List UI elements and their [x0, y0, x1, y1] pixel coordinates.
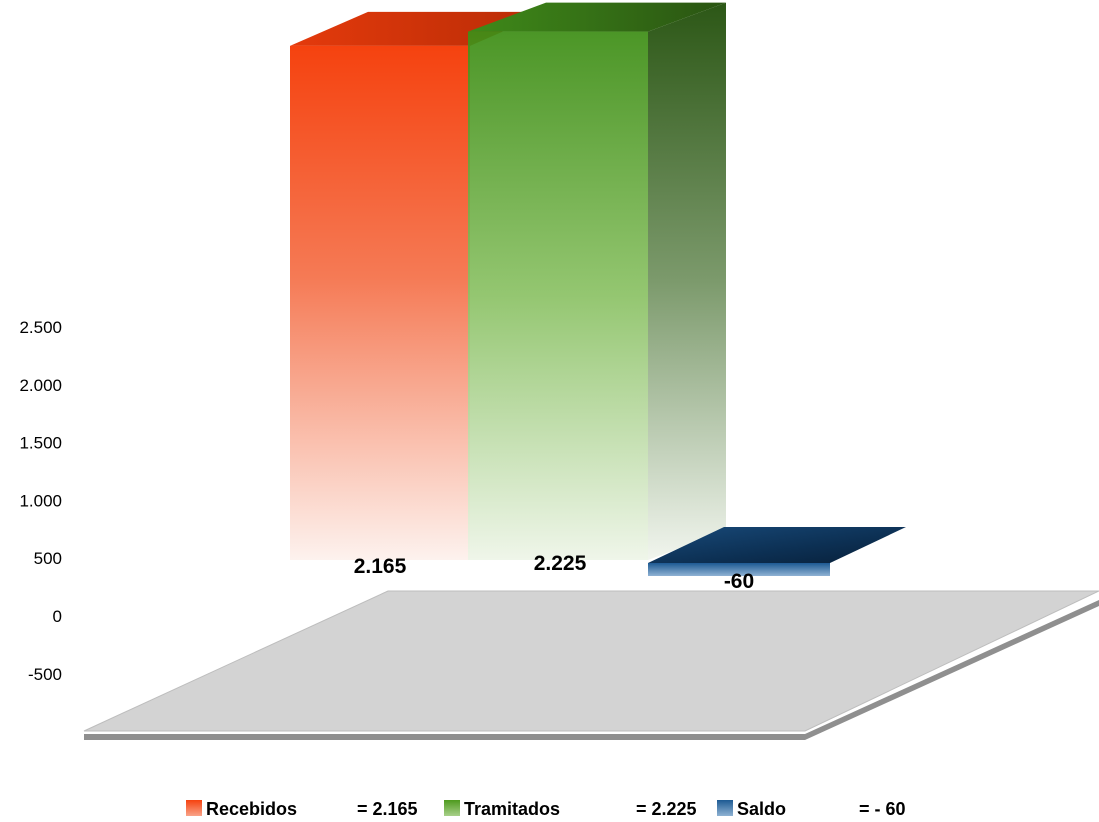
legend-swatch-tramitados	[444, 800, 460, 816]
bar-tramitados-side	[648, 2, 726, 560]
y-tick-label: 2.000	[19, 376, 62, 395]
legend-label-tramitados: Tramitados	[464, 799, 560, 819]
bar-saldo-front	[648, 563, 830, 576]
legend-label-saldo: Saldo	[737, 799, 786, 819]
y-tick-label: 0	[53, 607, 62, 626]
legend-item-tramitados: Tramitados = 2.225	[444, 799, 697, 819]
bar-saldo	[648, 527, 906, 576]
y-tick-label: 1.000	[19, 491, 62, 510]
chart-floor	[83, 590, 1099, 740]
bar-tramitados-front	[468, 31, 648, 560]
bar-tramitados	[468, 2, 726, 560]
data-labels: 2.165 2.225 -60	[354, 552, 754, 593]
legend-label-recebidos: Recebidos	[206, 799, 297, 819]
data-label-recebidos: 2.165	[354, 555, 407, 578]
data-label-tramitados: 2.225	[534, 552, 587, 575]
legend-item-recebidos: Recebidos = 2.165	[186, 799, 418, 819]
bar-recebidos	[290, 11, 548, 560]
y-tick-label: 1.500	[19, 434, 62, 453]
bar-saldo-top	[648, 527, 906, 563]
bar-tramitados-top	[468, 2, 726, 32]
bars	[290, 2, 906, 576]
data-label-saldo: -60	[724, 570, 754, 593]
floor-top	[83, 590, 1099, 732]
legend-item-saldo: Saldo = - 60	[717, 799, 906, 819]
legend-swatch-saldo	[717, 800, 733, 816]
y-tick-label: -500	[28, 665, 62, 684]
legend-swatch-recebidos	[186, 800, 202, 816]
bar-recebidos-front	[290, 45, 470, 560]
y-tick-label: 2.500	[19, 318, 62, 337]
y-tick-label: 500	[34, 549, 62, 568]
y-axis: -500 0 500 1.000 1.500 2.000 2.500	[19, 318, 62, 684]
legend: Recebidos = 2.165 Tramitados = 2.225 Sal…	[186, 799, 906, 819]
legend-value-recebidos: = 2.165	[357, 799, 418, 819]
legend-value-tramitados: = 2.225	[636, 799, 697, 819]
legend-value-saldo: = - 60	[859, 799, 906, 819]
